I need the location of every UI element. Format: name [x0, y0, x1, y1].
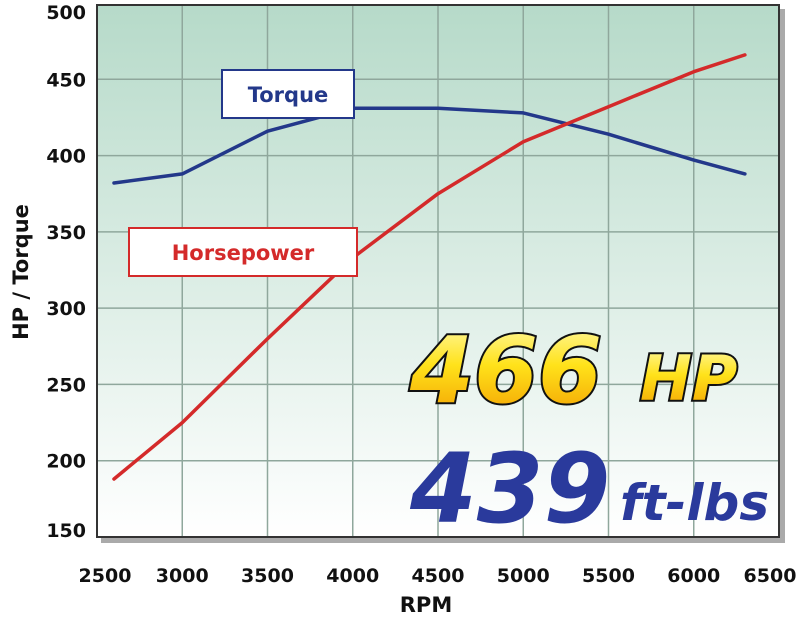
- x-tick-label: 2500: [79, 565, 132, 587]
- torque-unit: ft-lbs: [620, 474, 769, 532]
- y-tick-label: 500: [46, 2, 86, 24]
- hp-value: 466: [409, 317, 602, 424]
- x-tick-label: 3500: [241, 565, 294, 587]
- x-axis-label: RPM: [400, 593, 452, 617]
- y-tick-label: 200: [46, 451, 86, 473]
- y-tick-label: 300: [46, 298, 86, 320]
- hp-callout: 466 HP: [407, 315, 739, 426]
- legend-torque-label: Torque: [248, 83, 329, 107]
- x-tick-label: 6500: [744, 565, 797, 587]
- x-tick-label: 6000: [667, 565, 720, 587]
- legend-torque: Torque: [221, 69, 355, 119]
- torque-callout: 439 ft-lbs: [409, 433, 769, 545]
- series-line-horsepower: [112, 53, 747, 481]
- torque-value: 439: [409, 433, 610, 545]
- x-tick-label: 5000: [497, 565, 550, 587]
- series-lines: [112, 53, 747, 481]
- y-tick-label: 400: [46, 146, 86, 168]
- x-tick-label: 4500: [412, 565, 465, 587]
- legend-horsepower-label: Horsepower: [172, 241, 315, 265]
- x-ticks: 2500 3000 3500 4000 4500 5000 5500 6000 6500: [79, 565, 797, 587]
- x-tick-label: 3000: [156, 565, 209, 587]
- hp-unit: HP: [640, 342, 737, 415]
- y-tick-label: 150: [46, 520, 86, 542]
- y-ticks: 150 200 250 300 350 400 450 500: [46, 2, 86, 542]
- series-line-torque: [112, 106, 747, 185]
- x-tick-label: 4000: [326, 565, 379, 587]
- y-tick-label: 350: [46, 222, 86, 244]
- y-axis-label: HP / Torque: [9, 204, 33, 340]
- y-tick-label: 450: [46, 69, 86, 91]
- y-tick-label: 250: [46, 374, 86, 396]
- x-tick-label: 5500: [582, 565, 635, 587]
- legend-horsepower: Horsepower: [128, 227, 358, 277]
